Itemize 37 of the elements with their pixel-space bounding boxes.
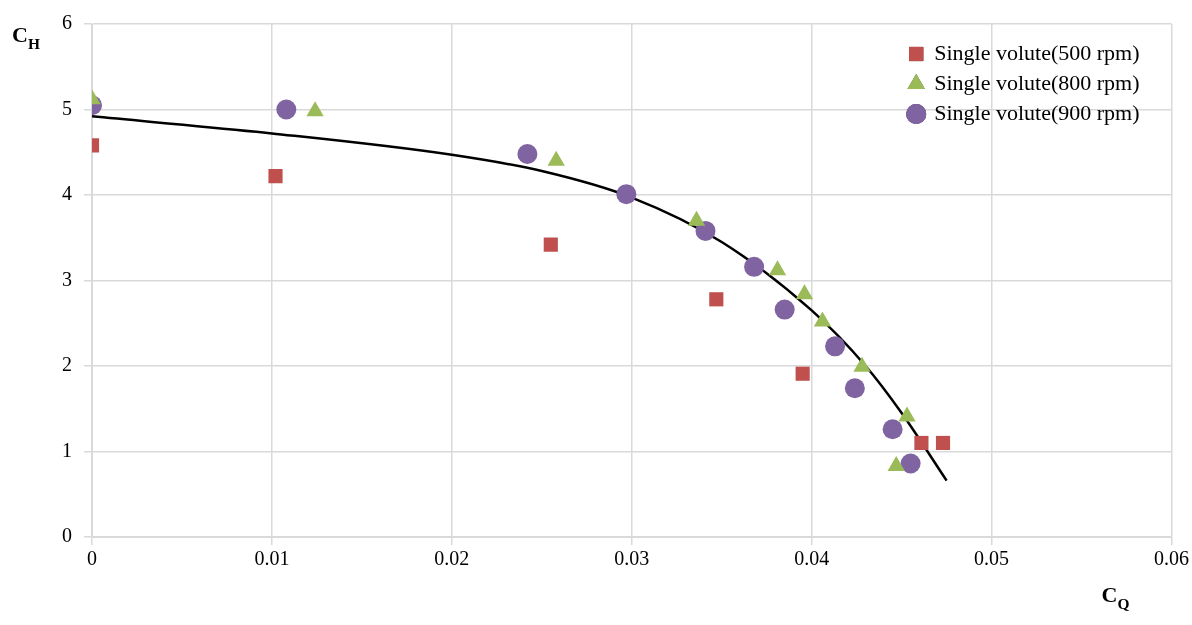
point	[825, 336, 846, 357]
x-tick-label: 0.03	[614, 547, 650, 570]
point	[844, 378, 865, 399]
point	[709, 292, 724, 307]
x-tick-label: 0.02	[434, 547, 470, 570]
point	[543, 237, 558, 252]
y-tick-label: 0	[62, 524, 72, 547]
x-tick-label: 0.01	[254, 547, 290, 570]
y-tick-label: 4	[62, 182, 72, 205]
x-tick-label: 0.06	[1154, 547, 1189, 570]
point	[306, 101, 324, 117]
point	[914, 435, 929, 451]
point	[268, 169, 283, 184]
point	[744, 256, 765, 277]
point	[887, 456, 905, 472]
y-tick-label: 3	[62, 267, 72, 290]
point	[276, 99, 297, 120]
legend-label: Single volute(900 rpm)	[934, 99, 1140, 125]
point	[768, 260, 787, 276]
point	[774, 299, 795, 320]
point	[616, 184, 637, 205]
point	[935, 435, 951, 451]
x-tick-label: 0.04	[794, 547, 830, 570]
y-tick-label: 5	[62, 96, 72, 119]
y-tick-label: 2	[62, 353, 72, 376]
y-tick-label: 6	[62, 11, 72, 34]
point	[795, 366, 810, 381]
point	[900, 453, 921, 474]
x-tick-label: 0	[87, 547, 97, 570]
point	[517, 143, 538, 164]
point	[795, 284, 814, 300]
legend-label: Single volute(500 rpm)	[934, 39, 1140, 65]
legend-label: Single volute(800 rpm)	[934, 69, 1140, 95]
point	[695, 220, 716, 241]
x-tick-label: 0.05	[974, 547, 1010, 570]
point	[882, 419, 903, 440]
y-tick-label: 1	[62, 438, 72, 461]
